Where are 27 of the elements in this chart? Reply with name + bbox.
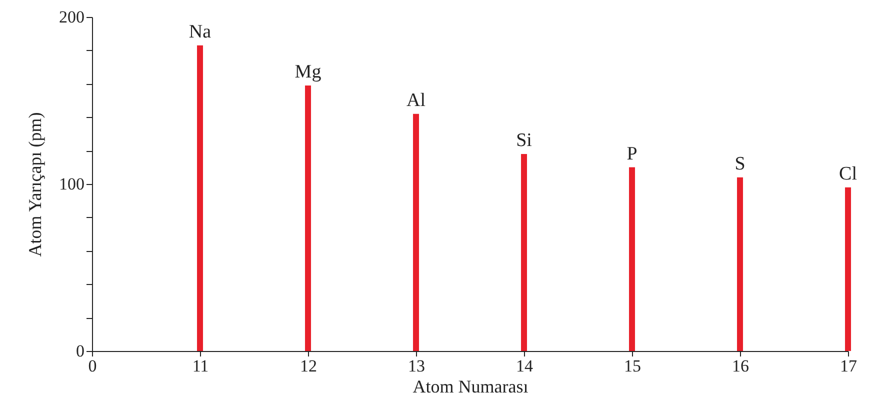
x-tick-label: 14 [516, 356, 534, 376]
annotation: S [734, 153, 746, 174]
x-tick-label: 15 [624, 356, 641, 376]
bar [521, 154, 527, 351]
x-tick-label: 17 [840, 356, 858, 376]
annotation: Al [406, 90, 426, 111]
x-tick-label: 11 [192, 356, 209, 376]
y-tick-label: 0 [76, 342, 84, 360]
bar [629, 167, 635, 351]
y-tick-label: 200 [59, 8, 84, 26]
annotation: Cl [839, 163, 857, 184]
annotation: Si [516, 130, 532, 151]
y-tick-label: 100 [59, 174, 84, 194]
bar [197, 45, 203, 351]
bar [845, 187, 851, 351]
bar [413, 114, 419, 351]
bar [737, 177, 743, 351]
x-axis-title: Atom Numarası [412, 376, 528, 396]
x-tick-label: 16 [732, 356, 749, 376]
annotation: Na [188, 21, 212, 42]
x-tick-label: 12 [300, 356, 317, 376]
annotation: P [626, 143, 638, 164]
annotation: Mg [294, 61, 322, 82]
y-axis-title: Atom Yarıçapı (pm) [25, 112, 45, 257]
x-tick-label: 0 [88, 356, 97, 376]
x-tick-label: 13 [408, 356, 425, 376]
bar [305, 85, 311, 351]
